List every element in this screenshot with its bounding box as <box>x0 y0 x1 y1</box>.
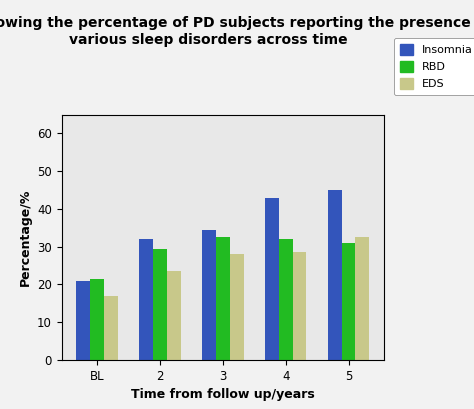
Bar <box>328 190 342 360</box>
Bar <box>216 237 230 360</box>
Bar <box>292 252 306 360</box>
Bar <box>76 281 90 360</box>
Bar <box>90 279 104 360</box>
Bar <box>167 271 181 360</box>
Bar <box>104 296 118 360</box>
Bar <box>202 230 216 360</box>
Bar <box>279 239 292 360</box>
Text: Graph showing the percentage of PD subjects reporting the presence of
various sl: Graph showing the percentage of PD subje… <box>0 16 474 47</box>
Legend: Insomnia, RBD, EDS: Insomnia, RBD, EDS <box>394 38 474 95</box>
Bar <box>153 249 167 360</box>
Bar <box>139 239 153 360</box>
Bar <box>342 243 356 360</box>
Bar <box>265 198 279 360</box>
Y-axis label: Percentage/%: Percentage/% <box>18 189 31 286</box>
Bar <box>230 254 244 360</box>
X-axis label: Time from follow up/years: Time from follow up/years <box>131 388 315 401</box>
Bar <box>356 237 369 360</box>
